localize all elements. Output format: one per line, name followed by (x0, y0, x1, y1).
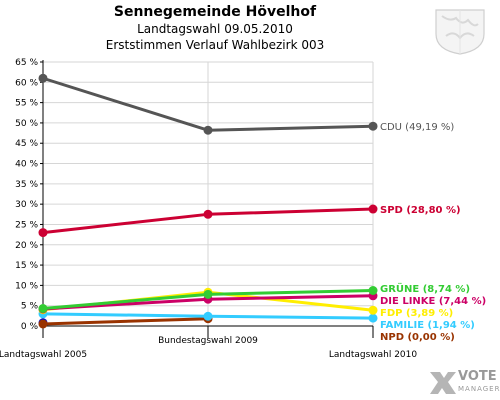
y-tick-label: 20 % (15, 241, 38, 251)
y-tick-label: 50 % (15, 119, 38, 129)
y-tick-label: 60 % (15, 78, 38, 88)
data-point-familie (368, 313, 378, 323)
data-point-cdu (38, 73, 48, 83)
nrw-crest-icon (435, 9, 485, 55)
data-point-fdp (368, 305, 378, 315)
x-tick-label: Bundestagswahl 2009 (158, 336, 258, 346)
y-tick-label: 25 % (15, 220, 38, 230)
data-point-npd (38, 319, 48, 329)
data-point-cdu (203, 125, 213, 135)
series-label-familie: FAMILIE (1,94 %) (380, 320, 475, 331)
x-tick-label: Landtagswahl 2005 (0, 350, 87, 360)
data-point-familie (203, 311, 213, 321)
y-tick-label: 55 % (15, 99, 38, 109)
series-label-spd: SPD (28,80 %) (380, 205, 461, 216)
series-label-cdu: CDU (49,19 %) (380, 122, 454, 133)
y-tick-label: 10 % (15, 281, 38, 291)
data-point-grüne (38, 304, 48, 314)
data-point-cdu (368, 121, 378, 131)
y-tick-label: 0 % (21, 322, 39, 332)
series-label-npd: NPD (0,00 %) (380, 332, 455, 343)
chart-title: Sennegemeinde Hövelhof (113, 4, 317, 20)
brand-manager-text: MANAGER (458, 385, 500, 393)
series-line-npd (42, 317, 209, 326)
data-point-grüne (203, 289, 213, 299)
y-tick-label: 65 % (15, 58, 38, 68)
y-tick-label: 35 % (15, 180, 38, 190)
x-logo-icon (430, 372, 456, 394)
y-tick-label: 45 % (15, 139, 38, 149)
y-tick-label: 15 % (15, 261, 38, 271)
brand-vote-text: VOTE (458, 369, 497, 384)
data-point-grüne (368, 286, 378, 296)
chart-subtitle-2: Erststimmen Verlauf Wahlbezirk 003 (105, 38, 325, 52)
data-point-spd (38, 228, 48, 238)
y-tick-label: 40 % (15, 160, 38, 170)
data-point-spd (368, 204, 378, 214)
y-tick-label: 30 % (15, 200, 38, 210)
series-label-grüne: GRÜNE (8,74 %) (380, 281, 470, 295)
x-tick-label: Landtagswahl 2010 (329, 350, 418, 360)
series-label-fdp: FDP (3,89 %) (380, 308, 453, 319)
chart-subtitle: Landtagswahl 09.05.2010 (137, 22, 293, 36)
data-point-spd (203, 209, 213, 219)
y-tick-label: 5 % (21, 302, 39, 312)
series-label-die-linke: DIE LINKE (7,44 %) (380, 296, 486, 307)
